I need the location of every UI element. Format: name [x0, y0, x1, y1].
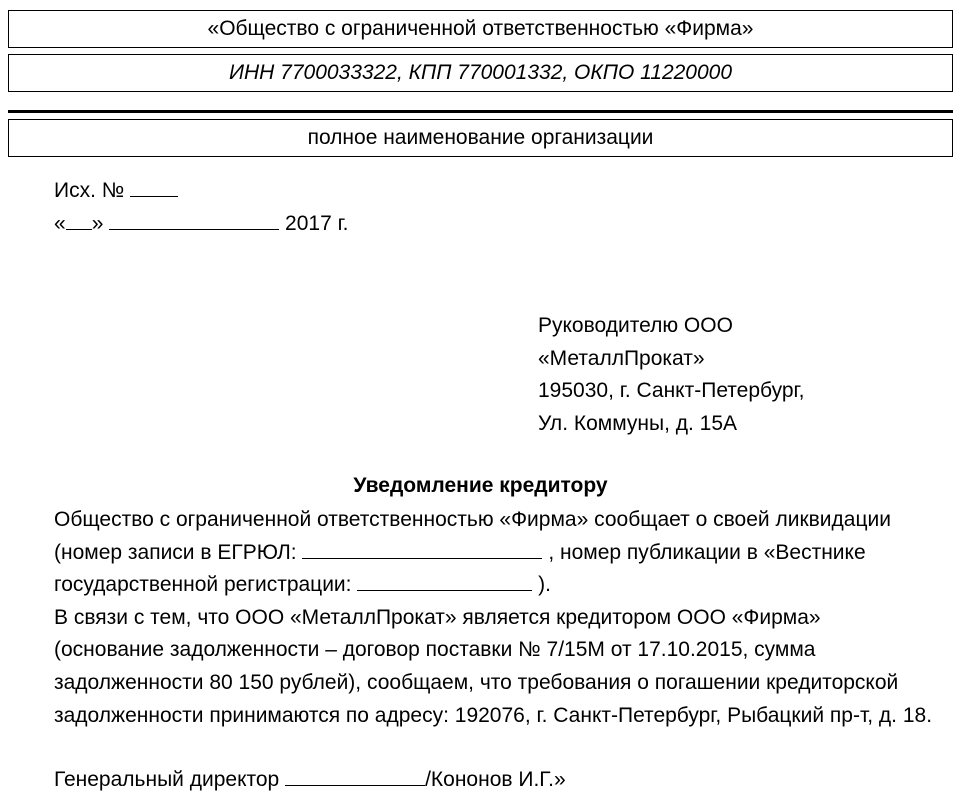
fullname-box: полное наименование организации	[8, 119, 953, 157]
addressee-block: Руководителю ООО «МеталлПрокат» 195030, …	[8, 310, 953, 440]
addressee-line-4: Ул. Коммуны, д. 15А	[538, 408, 953, 441]
signoff-name: /Кононов И.Г.»	[425, 768, 566, 791]
paragraph-2: В связи с тем, что ООО «МеталлПрокат» яв…	[54, 602, 935, 732]
date-line: « » 2017 г.	[54, 208, 953, 241]
signoff-role: Генеральный директор	[54, 768, 285, 791]
out-number-line: Исх. №	[54, 175, 953, 208]
date-open-quote: «	[54, 212, 66, 235]
date-close-quote: »	[92, 212, 110, 235]
company-ids-box: ИНН 7700033322, КПП 770001332, ОКПО 1122…	[8, 54, 953, 92]
addressee-line-3: 195030, г. Санкт-Петербург,	[538, 375, 953, 408]
signoff-block: Генеральный директор /Кононов И.Г.»	[8, 764, 953, 797]
date-month-blank	[109, 229, 279, 230]
divider-line	[8, 110, 953, 113]
vestnik-blank	[357, 590, 532, 591]
addressee-line-1: Руководителю ООО	[538, 310, 953, 343]
company-name-box: «Общество с ограниченной ответственность…	[8, 10, 953, 48]
signature-blank	[285, 785, 425, 786]
reference-block: Исх. № « » 2017 г.	[8, 175, 953, 240]
p1-text-c: ).	[532, 573, 551, 596]
body-block: Общество с ограниченной ответственностью…	[8, 504, 953, 732]
addressee-line-2: «МеталлПрокат»	[538, 343, 953, 376]
date-year: 2017 г.	[279, 212, 348, 235]
company-name: «Общество с ограниченной ответственность…	[208, 17, 754, 40]
out-number-blank	[130, 196, 178, 197]
company-ids: ИНН 7700033322, КПП 770001332, ОКПО 1122…	[229, 61, 732, 84]
fullname-label: полное наименование организации	[308, 126, 654, 149]
out-number-label: Исх. №	[54, 179, 130, 202]
egrul-blank	[302, 558, 542, 559]
document-title: Уведомление кредитору	[8, 474, 953, 498]
date-day-blank	[66, 229, 92, 230]
paragraph-1: Общество с ограниченной ответственностью…	[54, 504, 935, 602]
